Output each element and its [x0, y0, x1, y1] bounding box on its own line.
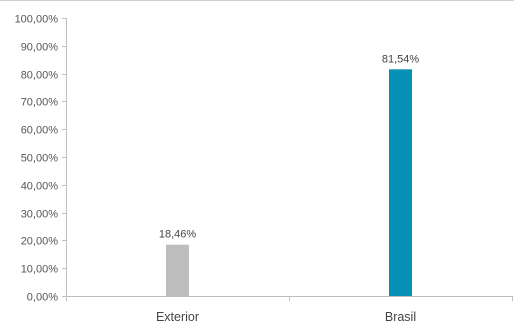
bars	[166, 69, 412, 296]
bar-exterior	[166, 244, 189, 296]
y-tick-label: 80,00%	[21, 70, 59, 82]
y-tick-label: 40,00%	[21, 181, 59, 193]
y-tick-label: 0,00%	[27, 292, 58, 304]
y-tick-label: 10,00%	[21, 264, 59, 276]
y-tick-label: 20,00%	[21, 236, 59, 248]
y-tick-label: 30,00%	[21, 209, 59, 221]
y-axis: 0,00% 10,00% 20,00% 30,00% 40,00% 50,00% 60,00…	[15, 14, 67, 304]
x-category-label: Exterior	[156, 310, 199, 324]
y-tick-label: 50,00%	[21, 153, 59, 165]
data-label-exterior: 18,46%	[159, 229, 197, 241]
data-labels: 18,46% 81,54%	[159, 53, 420, 240]
bar-brasil	[389, 69, 412, 296]
y-tick-label: 90,00%	[21, 42, 59, 54]
x-category-label: Brasil	[385, 310, 416, 324]
y-tick-label: 100,00%	[15, 14, 59, 26]
y-tick-label: 60,00%	[21, 125, 59, 137]
y-tick-label: 70,00%	[21, 97, 59, 109]
x-axis: Exterior Brasil	[66, 296, 513, 324]
data-label-brasil: 81,54%	[382, 53, 420, 65]
